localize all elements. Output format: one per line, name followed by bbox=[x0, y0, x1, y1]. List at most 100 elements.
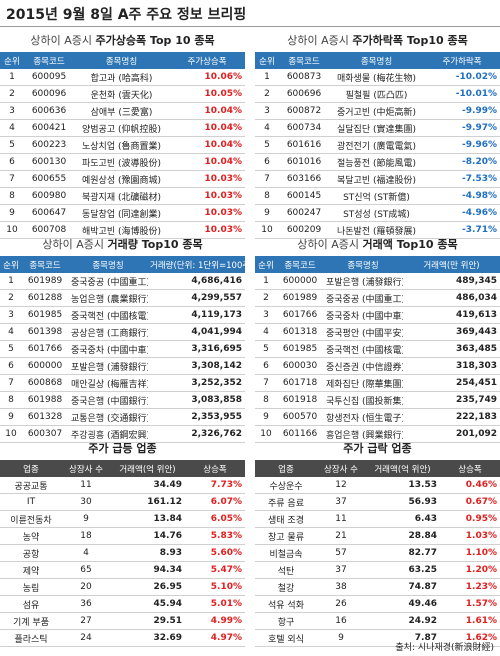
cell: 0.46% bbox=[440, 477, 500, 494]
cell: 24 bbox=[62, 629, 110, 647]
cell: 생태 조경 bbox=[255, 510, 317, 528]
cell: 공공교통 bbox=[0, 477, 62, 494]
row: 2 600096 운천화 (雲天化) 10.05% bbox=[0, 85, 245, 103]
cell: 4 bbox=[0, 323, 22, 341]
header-cell: 거래액(억 위안) bbox=[374, 464, 431, 475]
cell: 10.04% bbox=[169, 153, 245, 171]
header-cell: 거래액(억 위안) bbox=[119, 464, 176, 475]
caption-prefix: 상하이 A증시 bbox=[42, 238, 108, 251]
row: 7 600868 매안길상 (梅雁吉祥) 3,252,352 bbox=[0, 374, 245, 392]
cell: 201,092 bbox=[403, 425, 500, 443]
row: 3 600872 중거고빈 (中炬高新) -9.99% bbox=[255, 102, 500, 120]
cell: 30 bbox=[62, 493, 110, 511]
cell: -4.96% bbox=[424, 204, 500, 222]
row: 7 600655 예원상성 (豫園商城) 10.03% bbox=[0, 170, 245, 188]
row: 석유 석화 26 49.46 1.57% bbox=[255, 595, 500, 613]
row: 항구 16 24.92 1.61% bbox=[255, 612, 500, 630]
cell: 1.57% bbox=[440, 595, 500, 613]
cell: 창고 물류 bbox=[255, 527, 317, 545]
cell: 5.83% bbox=[185, 527, 245, 545]
cell: 중국중공 (中國重工) bbox=[323, 289, 403, 307]
cell: 7 bbox=[255, 170, 279, 188]
cell: 8 bbox=[255, 187, 279, 205]
cell: 37 bbox=[317, 493, 365, 511]
cell: 24.92 bbox=[365, 612, 440, 630]
table-block: 주가 급등 업종 업종 상장사 수 거래액(억 위안) 상승폭 공공교통 11 34.49 7.… bbox=[0, 438, 245, 647]
cell: 18 bbox=[62, 527, 110, 545]
cell: 호텔 외식 bbox=[255, 629, 317, 647]
row: 6 600030 중신증권 (中信證券) 318,303 bbox=[255, 357, 500, 375]
cell: 1.23% bbox=[440, 578, 500, 596]
cell: 6 bbox=[255, 357, 277, 375]
cell: 2,353,955 bbox=[148, 408, 245, 426]
cell: 5 bbox=[255, 136, 279, 154]
row: 9 600570 항생전자 (恒生電子) 222,183 bbox=[255, 408, 500, 426]
row: 주류 음료 37 56.93 0.67% bbox=[255, 493, 500, 511]
cell: IT bbox=[0, 493, 62, 511]
cell: 9 bbox=[255, 204, 279, 222]
cell: 8 bbox=[255, 391, 277, 409]
cell: 1.10% bbox=[440, 544, 500, 562]
cell: 21 bbox=[317, 527, 365, 545]
cell: 중국핵전 (中國核電) bbox=[68, 306, 148, 324]
row: 공항 4 8.93 5.60% bbox=[0, 544, 245, 562]
cell: 2 bbox=[255, 289, 277, 307]
cell: 4.97% bbox=[185, 629, 245, 647]
cell: 플라스틱 bbox=[0, 629, 62, 647]
row: 5 601616 광전전기 (廣電電氣) -9.96% bbox=[255, 136, 500, 154]
cell: 7 bbox=[0, 374, 22, 392]
header-cell: 순위 bbox=[3, 260, 19, 271]
cell: 광전전기 (廣電電氣) bbox=[329, 136, 424, 154]
cell: 369,443 bbox=[403, 323, 500, 341]
cell: 파도고빈 (波導股份) bbox=[74, 153, 169, 171]
row: 7 603166 복달고빈 (福達股份) -7.53% bbox=[255, 170, 500, 188]
cell: 601288 bbox=[22, 289, 68, 307]
header-row: 업종 상장사 수 거래액(억 위안) 상승폭 bbox=[0, 460, 245, 477]
cell: 10.04% bbox=[169, 119, 245, 137]
row: 수상운수 12 13.53 0.46% bbox=[255, 477, 500, 494]
cell: 5.47% bbox=[185, 561, 245, 579]
header-cell: 순위 bbox=[4, 56, 20, 67]
caption-bold: 주가 급등 업종 bbox=[88, 442, 157, 455]
cell: 10.04% bbox=[169, 136, 245, 154]
cell: 12 bbox=[317, 477, 365, 494]
cell: 6.07% bbox=[185, 493, 245, 511]
row: 6 600000 포발은행 (浦發銀行) 3,308,142 bbox=[0, 357, 245, 375]
cell: 600570 bbox=[277, 408, 323, 426]
row: 3 601985 중국핵전 (中國核電) 4,119,173 bbox=[0, 306, 245, 324]
cell: 600307 bbox=[22, 425, 68, 443]
table-caption: 상하이 A증시 거래량 Top10 종목 bbox=[0, 234, 245, 256]
cell: 10.06% bbox=[169, 69, 245, 86]
cell: 1.61% bbox=[440, 612, 500, 630]
header-cell: 종목명칭 bbox=[92, 260, 124, 271]
cell: 7 bbox=[0, 170, 24, 188]
cell: 농림 bbox=[0, 578, 62, 596]
cell: 57 bbox=[317, 544, 365, 562]
cell: 해박고빈 (海博股份) bbox=[74, 221, 169, 239]
cell: 601398 bbox=[22, 323, 68, 341]
cell: 4 bbox=[0, 119, 24, 137]
cell: 4,299,557 bbox=[148, 289, 245, 307]
header-cell: 종목코드 bbox=[29, 260, 61, 271]
cell: 5 bbox=[0, 136, 24, 154]
cell: 235,749 bbox=[403, 391, 500, 409]
cell: 29.51 bbox=[110, 612, 185, 630]
cell: 2 bbox=[255, 85, 279, 103]
cell: 601766 bbox=[22, 340, 68, 358]
header-cell: 상장사 수 bbox=[69, 464, 103, 475]
cell: 동달창업 (同達創業) bbox=[74, 204, 169, 222]
cell: 노상치업 (魯商置業) bbox=[74, 136, 169, 154]
header-cell: 주가상승폭 bbox=[187, 56, 227, 67]
cell: 중신증권 (中信證券) bbox=[323, 357, 403, 375]
cell: 9 bbox=[0, 204, 24, 222]
cell: 5.01% bbox=[185, 595, 245, 613]
cell: 10.05% bbox=[169, 85, 245, 103]
cell: 절능풍전 (節能風電) bbox=[329, 153, 424, 171]
cell: -3.71% bbox=[424, 221, 500, 239]
row: 2 600696 필철필 (匹凸匹) -10.01% bbox=[255, 85, 500, 103]
cell: 486,034 bbox=[403, 289, 500, 307]
header-row: 순위 종목코드 종목명칭 주가하락폭 bbox=[255, 52, 500, 69]
cell: 601318 bbox=[277, 323, 323, 341]
cell: 예원상성 (豫園商城) bbox=[74, 170, 169, 188]
cell: 공항 bbox=[0, 544, 62, 562]
